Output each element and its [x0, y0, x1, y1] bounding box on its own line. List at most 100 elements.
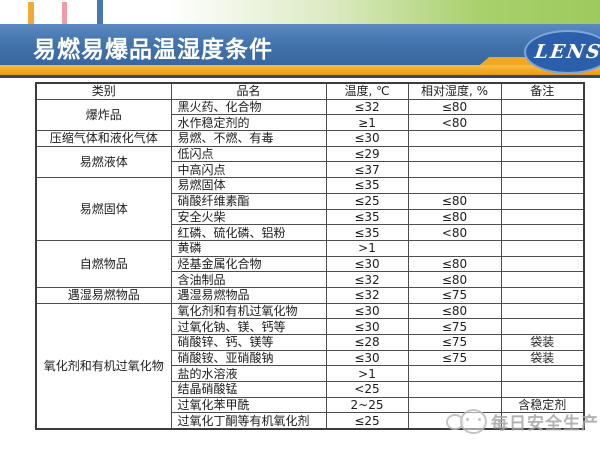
category-cell: 爆炸品 — [35, 98, 172, 132]
column-header-humidity: 相对湿度, % — [407, 82, 502, 100]
note-cell — [500, 161, 585, 179]
column-header-category: 类别 — [35, 82, 172, 100]
temperature-cell: ≤28 — [325, 334, 409, 351]
name-cell: 遇湿易燃物品 — [170, 286, 327, 304]
humidity-cell: ≤75 — [407, 318, 502, 335]
name-cell: 安全火柴 — [170, 208, 327, 226]
temperature-cell: ≤29 — [325, 145, 409, 163]
table-body: 爆炸品 黑火药、化合物 ≤32 ≤80 水作稳定剂的 ≥1 <80 压缩气体和液化气体 易燃、不… — [35, 98, 585, 430]
humidity-cell — [407, 381, 502, 398]
humidity-cell — [407, 145, 502, 163]
temperature-cell: ≤35 — [325, 224, 409, 241]
table-row: 氧化剂和有机过氧化物 氧化剂和有机过氧化物 ≤30 ≤80 — [35, 302, 585, 430]
temperature-cell: ≤25 — [325, 412, 409, 430]
navy-accent-line — [0, 75, 600, 78]
humidity-cell — [407, 130, 502, 147]
name-cell: 水作稳定剂的 — [170, 114, 327, 132]
temperature-cell: ≤35 — [325, 208, 409, 226]
table-row: 易燃液体 低闪点 ≤29 — [35, 145, 585, 179]
column-header-note: 备注 — [500, 82, 585, 100]
note-cell — [500, 381, 585, 398]
note-cell — [500, 271, 585, 288]
name-cell: 过氧化苯甲酰 — [170, 396, 327, 414]
gold-accent-bar — [0, 65, 600, 75]
name-cell: 氧化剂和有机过氧化物 — [170, 302, 327, 320]
temperature-cell: ≤32 — [325, 271, 409, 288]
name-cell: 硝酸锌、钙、镁等 — [170, 334, 327, 351]
temperature-cell: >1 — [325, 365, 409, 383]
temperature-cell: >1 — [325, 239, 409, 257]
name-cell: 黄磷 — [170, 239, 327, 257]
name-cell: 易燃、不燃、有毒 — [170, 130, 327, 147]
watermark-text: 每日安全生产 — [491, 414, 599, 434]
humidity-cell: <80 — [407, 224, 502, 241]
temperature-cell: ≤32 — [325, 98, 409, 116]
note-cell — [500, 98, 585, 116]
note-cell: 袋装 — [500, 334, 585, 351]
note-cell — [500, 239, 585, 257]
name-cell: 过氧化丁酮等有机氧化剂 — [170, 412, 327, 430]
category-cell: 易燃固体 — [35, 177, 172, 241]
temperature-cell: ≤30 — [325, 349, 409, 367]
humidity-cell: ≤80 — [407, 98, 502, 116]
temperature-cell: ≤30 — [325, 130, 409, 147]
decor-bar-orange — [28, 2, 34, 24]
table-header-row: 类别 品名 温度, ℃ 相对湿度, % 备注 — [35, 82, 585, 100]
name-cell: 烃基金属化合物 — [170, 255, 327, 273]
humidity-cell: <80 — [407, 114, 502, 132]
humidity-cell: ≤80 — [407, 255, 502, 273]
temperature-cell: ≤32 — [325, 286, 409, 304]
note-cell: 袋装 — [500, 349, 585, 367]
table-row: 过氧化钠、镁、钙等 ≤30 ≤75 — [36, 318, 585, 335]
name-cell: 硝酸铵、亚硝酸钠 — [170, 349, 327, 367]
table-row: 硝酸纤维素酯 ≤25 ≤80 — [36, 192, 585, 210]
name-cell: 黑火药、化合物 — [170, 98, 327, 116]
humidity-cell — [407, 239, 502, 257]
note-cell — [500, 208, 585, 226]
note-cell — [500, 255, 585, 273]
table-row: 中高闪点 ≤37 — [36, 161, 585, 179]
name-cell: 低闪点 — [170, 145, 327, 163]
temperature-cell: ≤35 — [325, 177, 409, 194]
chick-face-icon — [460, 409, 487, 434]
category-cell: 易燃液体 — [35, 145, 172, 179]
decor-bar-pink — [62, 2, 67, 24]
top-decor-strip — [0, 0, 600, 24]
category-cell: 遇湿易燃物品 — [35, 286, 172, 304]
table-row: 盐的水溶液 >1 — [36, 365, 585, 383]
table-row: 遇湿易燃物品 遇湿易燃物品 ≤32 ≤75 — [35, 286, 585, 304]
humidity-cell: ≤80 — [407, 302, 502, 320]
note-cell — [500, 318, 585, 335]
humidity-cell: ≤75 — [407, 349, 502, 367]
category-cell: 压缩气体和液化气体 — [35, 130, 172, 147]
category-cell: 自燃物品 — [35, 239, 172, 288]
name-cell: 硝酸纤维素酯 — [170, 192, 327, 210]
temperature-cell: ≤30 — [325, 302, 409, 320]
note-cell — [500, 412, 585, 430]
humidity-cell: ≤80 — [407, 271, 502, 288]
temperature-cell: ≤30 — [325, 255, 409, 273]
table-row: 压缩气体和液化气体 易燃、不燃、有毒 ≤30 — [35, 130, 585, 147]
name-cell: 结晶硝酸锰 — [170, 381, 327, 398]
name-cell: 红磷、硫化磷、铝粉 — [170, 224, 327, 241]
table-row: 爆炸品 黑火药、化合物 ≤32 ≤80 — [35, 98, 585, 132]
table-row: 易燃固体 易燃固体 ≤35 — [35, 177, 585, 241]
lens-logo: LENS — [524, 30, 600, 74]
decor-bar-blue — [97, 0, 103, 26]
note-cell — [500, 114, 585, 132]
note-cell — [500, 224, 585, 241]
humidity-cell: ≤80 — [407, 192, 502, 210]
temperature-cell: ≤37 — [325, 161, 409, 179]
name-cell: 盐的水溶液 — [170, 365, 327, 383]
name-cell: 含油制品 — [170, 271, 327, 288]
lens-logo-text: LENS — [532, 41, 600, 63]
table-row: 硝酸铵、亚硝酸钠 ≤30 ≤75 袋装 — [36, 349, 585, 367]
note-cell — [500, 145, 585, 163]
humidity-cell: ≤80 — [407, 208, 502, 226]
name-cell: 过氧化钠、镁、钙等 — [170, 318, 327, 335]
category-cell: 氧化剂和有机过氧化物 — [35, 302, 172, 430]
page-title: 易燃易爆品温湿度条件 — [33, 37, 273, 63]
table-row: 含油制品 ≤32 ≤80 — [36, 271, 585, 288]
conditions-table: 类别 品名 温度, ℃ 相对湿度, % 备注 爆炸品 黑火药、化合物 ≤32 ≤80 水… — [35, 82, 585, 431]
table-row: 水作稳定剂的 ≥1 <80 — [36, 114, 585, 132]
